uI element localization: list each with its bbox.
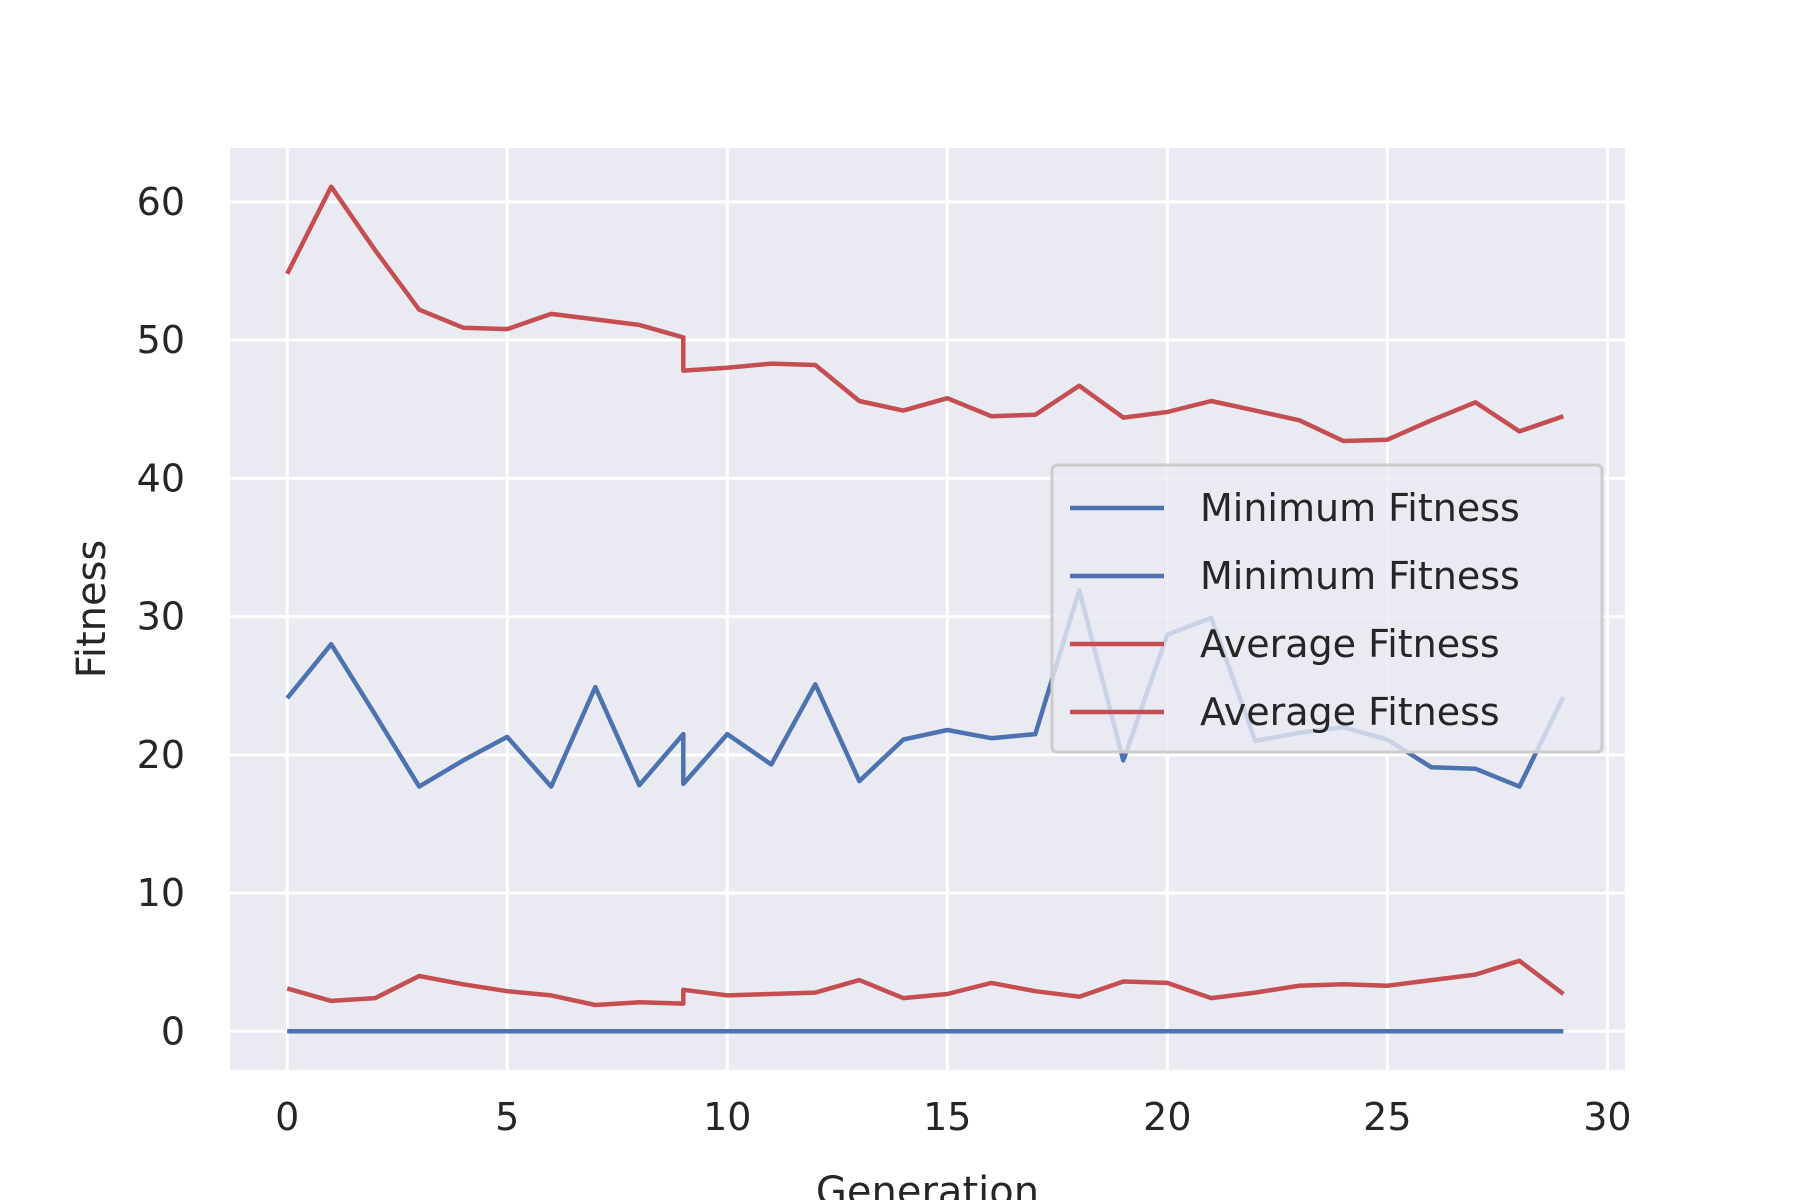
y-tick-label: 60 — [137, 180, 185, 224]
legend: Minimum Fitness Minimum Fitness Average Fi… — [1050, 463, 1604, 754]
legend-box — [1050, 463, 1604, 754]
legend-label: Average Fitness — [1200, 690, 1500, 734]
x-tick-label: 0 — [275, 1095, 299, 1139]
x-axis-label: Generation — [816, 1169, 1039, 1200]
y-tick-label: 10 — [137, 871, 185, 915]
x-tick-label: 15 — [923, 1095, 971, 1139]
x-tick-label: 30 — [1583, 1095, 1631, 1139]
x-tick-labels: 0 5 10 15 20 25 30 — [275, 1095, 1631, 1139]
y-tick-label: 40 — [137, 456, 185, 500]
y-tick-label: 50 — [137, 318, 185, 362]
y-axis-label: Fitness — [69, 540, 115, 679]
series-line-4 — [285, 184, 1565, 444]
y-tick-label: 20 — [137, 733, 185, 777]
x-tick-label: 5 — [495, 1095, 519, 1139]
legend-label: Minimum Fitness — [1200, 486, 1520, 530]
y-tick-label: 0 — [161, 1009, 185, 1053]
series-line-3 — [286, 958, 1565, 1008]
x-tick-label: 10 — [703, 1095, 751, 1139]
legend-label: Minimum Fitness — [1200, 554, 1520, 598]
y-tick-label: 30 — [137, 595, 185, 639]
legend-label: Average Fitness — [1200, 622, 1500, 666]
x-tick-label: 25 — [1363, 1095, 1411, 1139]
y-tick-labels: 0 10 20 30 40 50 60 — [137, 180, 185, 1053]
x-tick-label: 20 — [1143, 1095, 1191, 1139]
